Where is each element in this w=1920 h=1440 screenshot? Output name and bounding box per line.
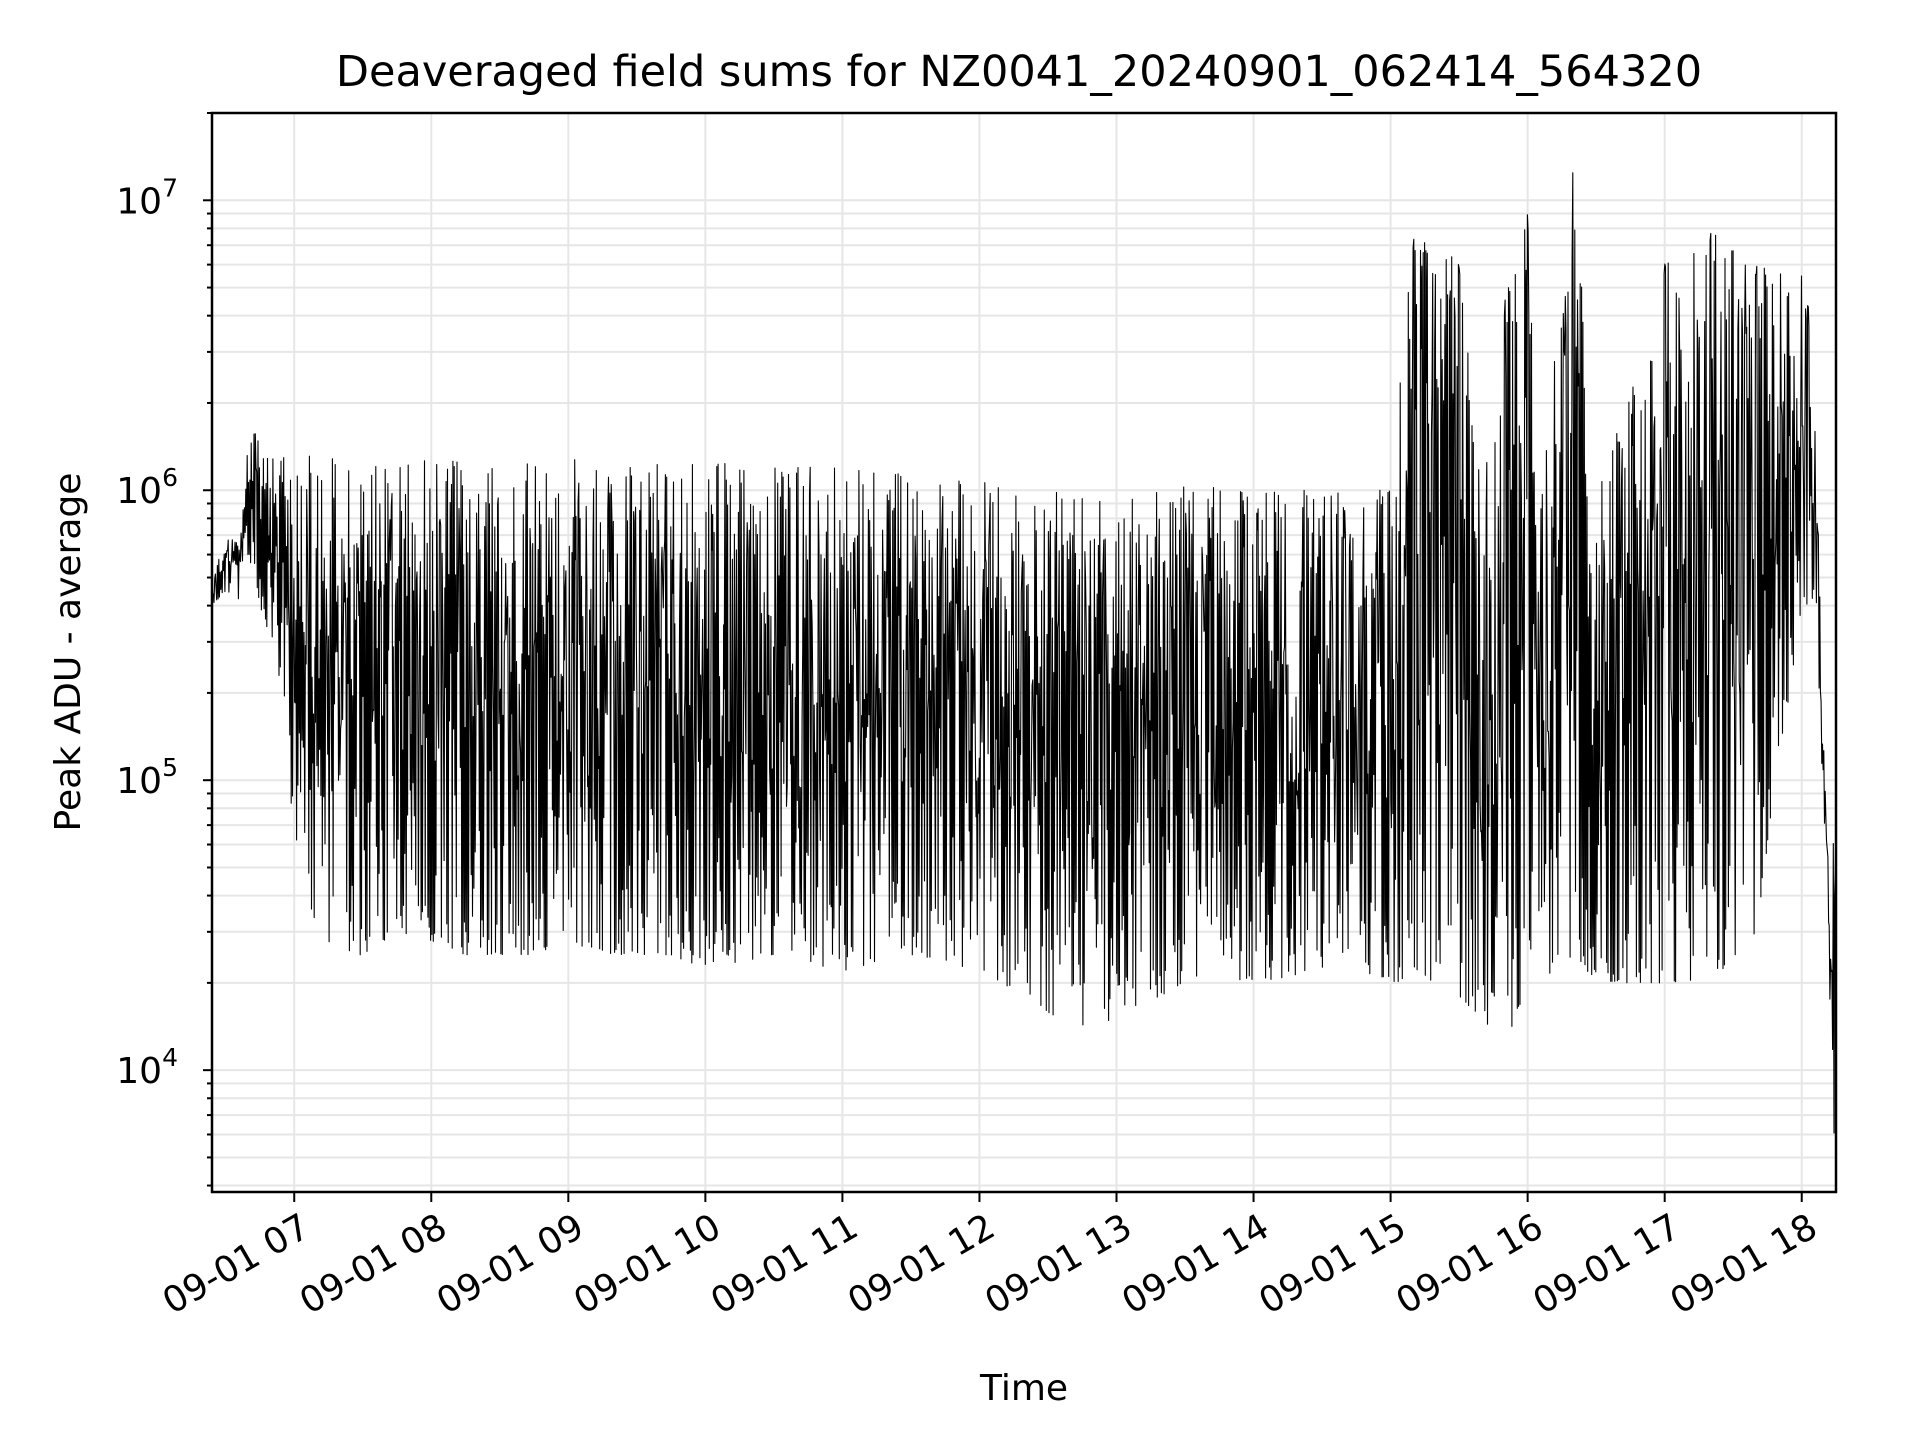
x-tick-label: 09-01 13 xyxy=(978,1206,1139,1322)
x-tick-label: 09-01 18 xyxy=(1664,1206,1825,1322)
x-tick-label: 09-01 17 xyxy=(1527,1206,1688,1322)
data-series xyxy=(211,172,1837,1134)
x-tick-label: 09-01 08 xyxy=(293,1206,454,1322)
x-tick-label: 09-01 15 xyxy=(1252,1206,1413,1322)
x-tick-label: 09-01 14 xyxy=(1115,1206,1276,1322)
y-tick-label: 106 xyxy=(116,463,178,512)
x-tick-label: 09-01 09 xyxy=(430,1206,591,1322)
y-tick-label: 105 xyxy=(116,753,178,802)
x-tick-label: 09-01 07 xyxy=(156,1206,317,1322)
chart-title: Deaveraged field sums for NZ0041_2024090… xyxy=(336,47,1702,97)
plot-frame xyxy=(210,111,1838,1194)
y-axis: 104 105 106 107 xyxy=(116,112,212,1187)
x-tick-label: 09-01 12 xyxy=(841,1206,1002,1322)
x-tick-label: 09-01 10 xyxy=(567,1206,728,1322)
x-tick-label: 09-01 11 xyxy=(704,1206,865,1322)
series-line xyxy=(211,172,1837,1134)
x-axis-label: Time xyxy=(979,1368,1068,1409)
y-tick-label: 107 xyxy=(116,173,178,222)
y-tick-label: 104 xyxy=(116,1043,178,1092)
y-axis-label: Peak ADU - average xyxy=(48,473,89,832)
x-tick-label: 09-01 16 xyxy=(1389,1206,1550,1322)
